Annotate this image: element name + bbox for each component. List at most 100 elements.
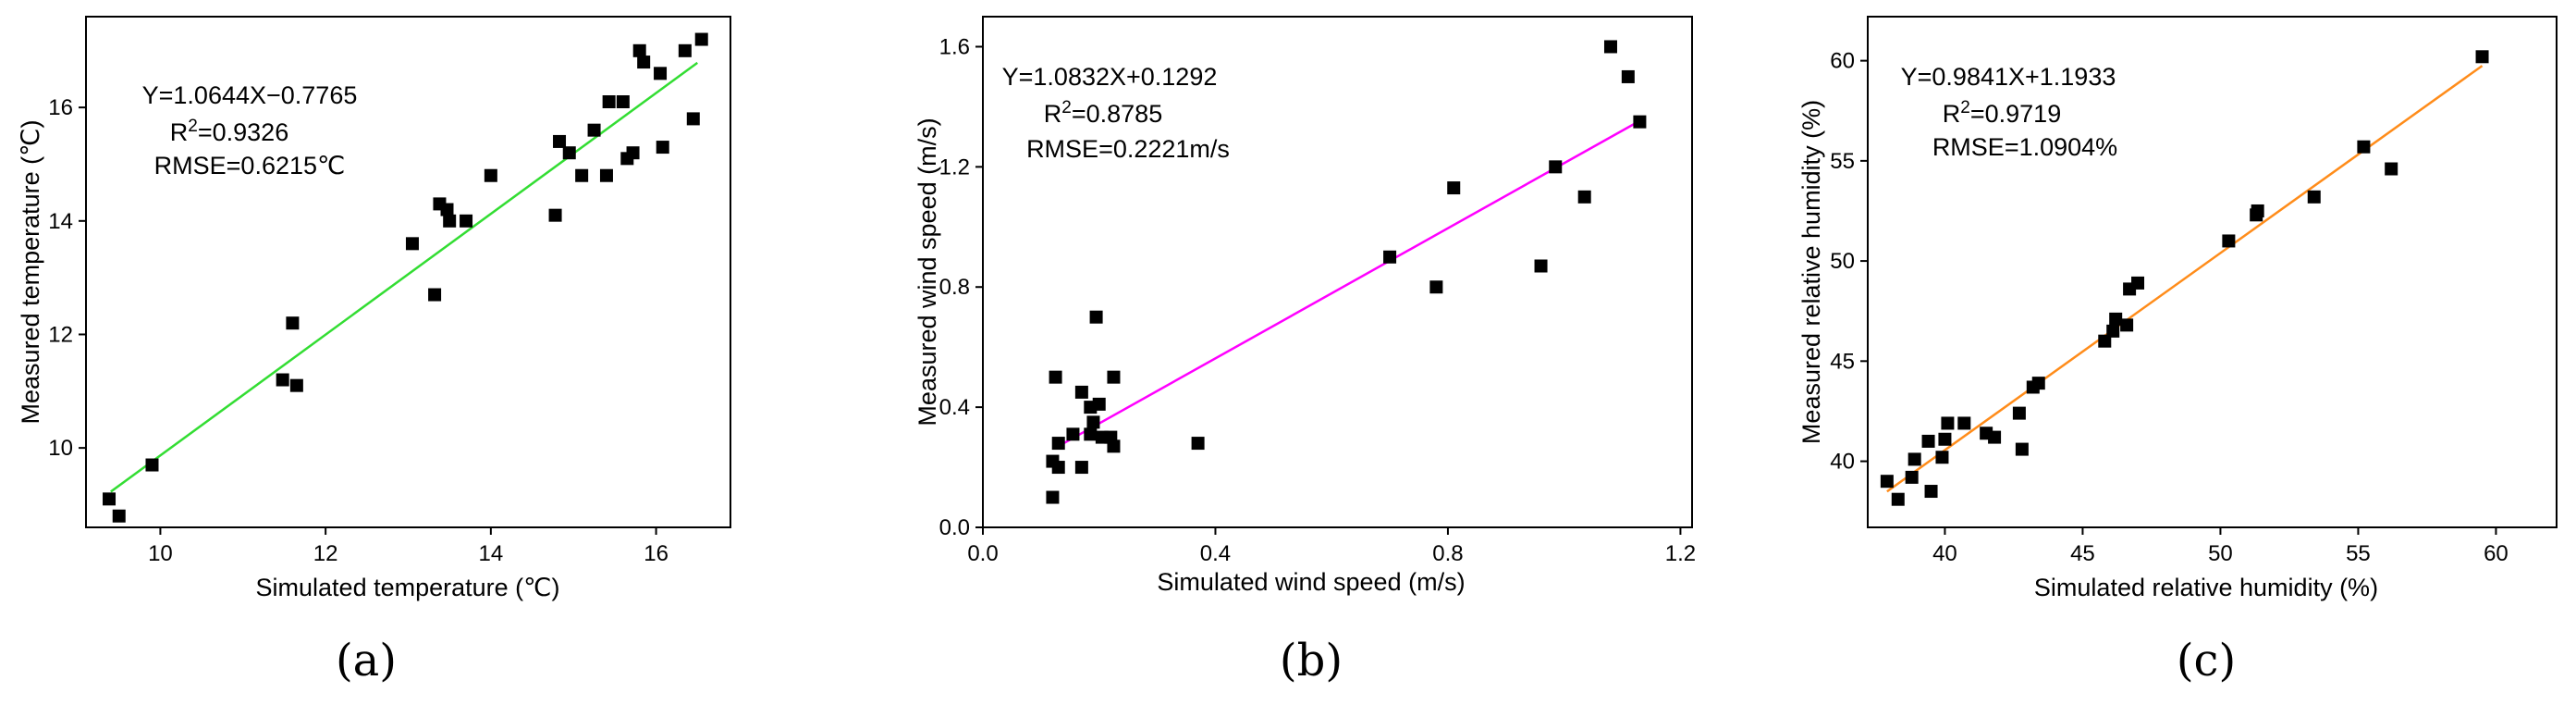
data-point xyxy=(1988,430,2002,444)
data-point xyxy=(1957,416,1971,430)
fit-line-c xyxy=(1886,65,2484,493)
data-point xyxy=(1880,475,1894,489)
data-point xyxy=(103,492,117,506)
data-point xyxy=(1534,259,1548,273)
panel-label-c: (c) xyxy=(2177,635,2236,686)
x-tick-label: 10 xyxy=(148,541,173,566)
data-point xyxy=(405,237,419,251)
plot-frame-b xyxy=(982,16,1693,528)
y-axis-label-c: Measured relative humidity (%) xyxy=(1797,100,1825,444)
data-point xyxy=(1447,181,1461,195)
data-point xyxy=(686,112,700,126)
data-point xyxy=(637,56,651,69)
r-squared-a: R2=0.9326 xyxy=(170,117,288,146)
x-tick-label: 60 xyxy=(2484,541,2509,566)
data-point xyxy=(2475,50,2489,64)
data-point xyxy=(1191,437,1205,451)
r-squared-b: R2=0.8785 xyxy=(1044,98,1162,128)
panel-label-a: (a) xyxy=(336,635,397,686)
y-tick-label: 50 xyxy=(1830,249,1855,274)
rmse-b: RMSE=0.2221m/s xyxy=(1026,135,1230,163)
data-point xyxy=(2357,140,2371,154)
data-point xyxy=(440,203,454,216)
panel-b: 0.0 0.4 0.8 1.2 0.0 0.4 0.8 1.2 1.6 Y=1.0832X+0.… xyxy=(914,16,1696,686)
data-point xyxy=(1086,415,1100,429)
equation-a: Y=1.0644X−0.7765 xyxy=(142,81,358,109)
y-axis-label-a: Measured temperature (℃) xyxy=(17,120,44,425)
data-point xyxy=(1905,470,1919,484)
data-point xyxy=(2098,334,2112,348)
data-point xyxy=(562,146,576,160)
data-point xyxy=(2120,318,2134,332)
fit-line-b xyxy=(1058,119,1641,448)
y-tick-label: 10 xyxy=(48,436,73,461)
data-point xyxy=(1046,490,1060,504)
data-point xyxy=(632,43,646,57)
data-point xyxy=(2385,162,2398,176)
x-tick-label: 12 xyxy=(313,541,338,566)
data-point xyxy=(1049,370,1062,384)
rmse-c: RMSE=1.0904% xyxy=(1932,133,2117,161)
x-tick-label: 40 xyxy=(1932,541,1957,566)
data-point xyxy=(428,288,442,302)
x-tick-label: 14 xyxy=(479,541,504,566)
data-point xyxy=(1084,427,1098,441)
data-point xyxy=(112,509,126,523)
marks-panel-c: 40 45 50 55 60 40 45 50 55 60 xyxy=(1830,49,2508,566)
x-axis-label-c: Simulated relative humidity (%) xyxy=(2034,574,2378,601)
data-point xyxy=(1107,370,1121,384)
marks-panel-b: 0.0 0.4 0.8 1.2 0.0 0.4 0.8 1.2 1.6 xyxy=(939,34,1696,566)
data-point xyxy=(2307,190,2321,204)
equation-b: Y=1.0832X+0.1292 xyxy=(1002,63,1218,91)
data-point xyxy=(1107,439,1121,453)
data-point xyxy=(2106,324,2120,338)
data-point xyxy=(1924,485,1938,499)
x-axis-label-a: Simulated temperature (℃) xyxy=(256,574,560,601)
x-tick-label: 0.0 xyxy=(967,541,998,566)
panel-a: 10 12 14 16 10 12 14 16 Y=1.0644X−0.7765 R2=0.9… xyxy=(17,16,731,686)
y-tick-label: 0.8 xyxy=(939,275,970,300)
marks-panel-a: 10 12 14 16 10 12 14 16 xyxy=(48,32,708,566)
data-point xyxy=(443,214,457,228)
y-tick-label: 0.4 xyxy=(939,395,970,420)
data-point xyxy=(484,168,497,182)
data-point xyxy=(1429,280,1443,294)
data-point xyxy=(1074,461,1088,475)
data-point xyxy=(1051,461,1065,475)
y-tick-label: 1.2 xyxy=(939,155,970,179)
y-tick-label: 0.0 xyxy=(939,515,970,540)
data-point xyxy=(575,168,589,182)
y-tick-label: 60 xyxy=(1830,49,1855,74)
data-point xyxy=(587,123,601,137)
y-tick-label: 40 xyxy=(1830,450,1855,475)
data-point xyxy=(1633,115,1647,129)
data-point xyxy=(2251,204,2264,217)
data-point xyxy=(1089,310,1103,324)
data-point xyxy=(1938,432,1952,446)
data-point xyxy=(2015,442,2029,456)
data-point xyxy=(1907,452,1921,466)
data-point xyxy=(1092,397,1106,411)
y-tick-label: 1.6 xyxy=(939,34,970,59)
data-point xyxy=(1921,434,1935,448)
x-tick-label: 1.2 xyxy=(1665,541,1696,566)
data-point xyxy=(694,32,708,46)
data-point xyxy=(276,373,289,387)
y-tick-label: 55 xyxy=(1830,149,1855,174)
data-point xyxy=(678,43,692,57)
data-point xyxy=(548,208,562,222)
data-point xyxy=(286,316,300,330)
x-tick-label: 0.4 xyxy=(1200,541,1231,566)
x-tick-label: 45 xyxy=(2070,541,2095,566)
data-point xyxy=(553,134,567,148)
data-point xyxy=(626,146,640,160)
x-tick-label: 16 xyxy=(644,541,669,566)
plot-frame-c xyxy=(1867,16,2558,528)
data-point xyxy=(1935,451,1949,464)
data-point xyxy=(1549,160,1563,174)
data-point xyxy=(599,168,613,182)
y-tick-label: 14 xyxy=(48,209,73,234)
x-axis-label-b: Simulated wind speed (m/s) xyxy=(1157,568,1465,596)
data-point xyxy=(2031,377,2045,390)
